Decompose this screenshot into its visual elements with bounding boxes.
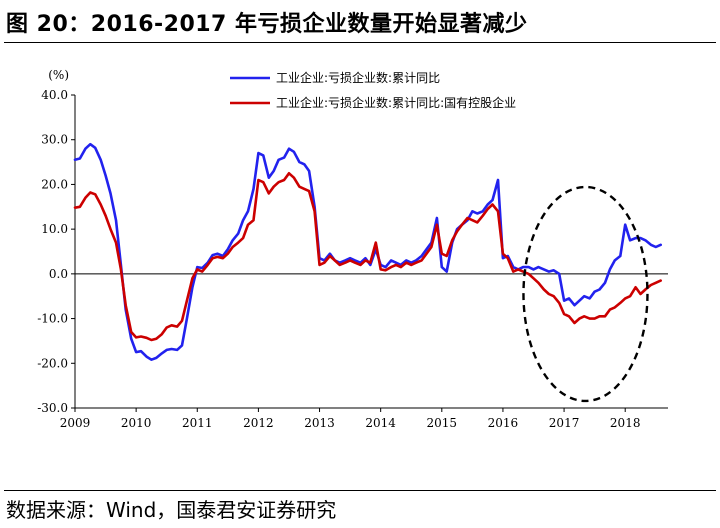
y-unit-label: (%) (48, 68, 69, 82)
y-tick-label: 10.0 (41, 222, 68, 236)
chart-series (73, 142, 662, 361)
x-tick-label: 2010 (121, 416, 152, 430)
y-tick-label: 30.0 (41, 133, 68, 147)
x-tick-label: 2012 (243, 416, 274, 430)
source-note: 数据来源：Wind，国泰君安证券研究 (6, 498, 337, 522)
series-line-1 (73, 142, 662, 361)
y-tick-label: 40.0 (41, 88, 68, 102)
x-tick-label: 2018 (610, 416, 641, 430)
x-tick-label: 2017 (549, 416, 580, 430)
chart-annotation (522, 185, 649, 403)
series-line-2 (73, 172, 662, 342)
title-rule (4, 42, 716, 43)
y-tick-label: 0.0 (49, 267, 68, 281)
y-tick-label: -30.0 (37, 401, 68, 415)
y-tick-label: -10.0 (37, 312, 68, 326)
dashed-ellipse (522, 185, 649, 403)
source-rule (4, 490, 716, 491)
x-tick-label: 2016 (488, 416, 519, 430)
figure-title: 图 20：2016-2017 年亏损企业数量开始显著减少 (6, 12, 528, 37)
legend-label-1: 工业企业:亏损企业数:累计同比 (276, 70, 440, 85)
x-tick-label: 2013 (304, 416, 335, 430)
line-chart: (%) 40.0 30.0 20.0 10.0 0.0 -10.0 -20.0 -30.0200… (37, 68, 668, 430)
y-tick-label: -20.0 (37, 356, 68, 370)
x-tick-label: 2011 (182, 416, 213, 430)
x-tick-label: 2014 (365, 416, 396, 430)
y-tick-label: 20.0 (41, 177, 68, 191)
x-tick-label: 2009 (60, 416, 91, 430)
x-tick-label: 2015 (427, 416, 458, 430)
chart-axes: (%) 40.0 30.0 20.0 10.0 0.0 -10.0 -20.0 -30.0200… (37, 68, 668, 430)
legend-label-2: 工业企业:亏损企业数:累计同比:国有控股企业 (276, 95, 516, 110)
